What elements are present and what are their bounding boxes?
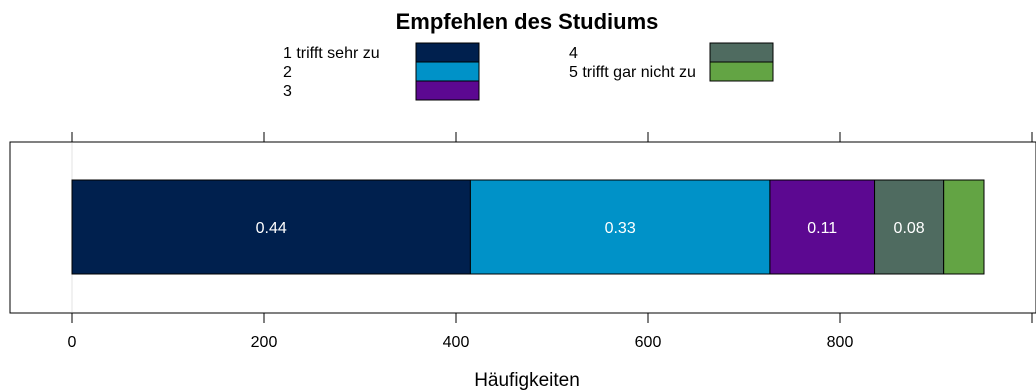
x-axis-bottom: 0 200 400 600 800	[68, 313, 1033, 351]
legend-swatch	[415, 61, 480, 82]
x-axis-top	[71, 132, 1033, 142]
bar-group: 0.44 0.33 0.11 0.08	[71, 179, 985, 275]
legend-label: 3	[283, 83, 292, 100]
bar-segment	[469, 179, 771, 275]
x-tick-label: 800	[827, 334, 854, 351]
data-label: 0.08	[894, 220, 925, 237]
legend-swatch	[709, 61, 774, 82]
legend-swatch	[415, 42, 480, 63]
x-tick-label: 600	[635, 334, 662, 351]
bar-segment	[874, 179, 945, 275]
data-label: 0.33	[605, 220, 636, 237]
legend-swatch	[415, 80, 480, 101]
x-tick-label: 0	[68, 334, 77, 351]
legend-label: 4	[569, 45, 578, 62]
bar-segment	[71, 179, 471, 275]
chart-title: Empfehlen des Studiums	[396, 9, 659, 34]
legend-swatch	[709, 42, 774, 63]
plot-frame	[9, 141, 1036, 314]
x-tick-label: 200	[251, 334, 278, 351]
legend-label: 2	[283, 64, 292, 81]
data-label: 0.44	[256, 220, 287, 237]
data-label: 0.11	[807, 220, 837, 237]
x-axis-label: Häufigkeiten	[474, 370, 580, 391]
legend-label: 5 trifft gar nicht zu	[569, 64, 696, 81]
x-tick-label: 400	[443, 334, 470, 351]
legend-label: 1 trifft sehr zu	[283, 45, 380, 62]
bar-segment	[943, 179, 985, 275]
bar-segment	[769, 179, 876, 275]
legend: 1 trifft sehr zu 2 3 4 5 trifft gar nicht zu	[283, 42, 774, 101]
